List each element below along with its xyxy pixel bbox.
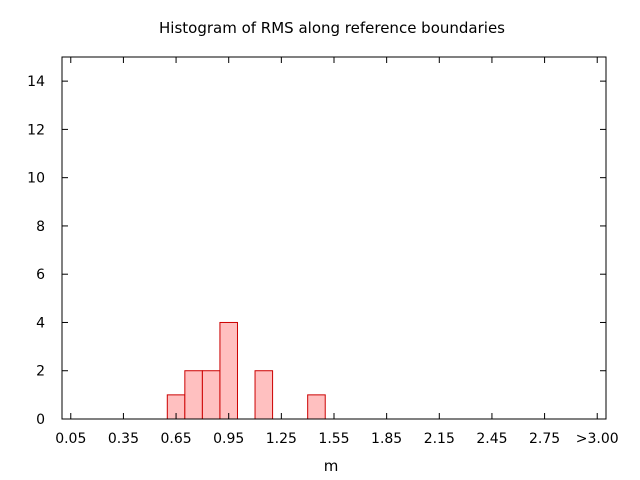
bars-group xyxy=(166,321,326,420)
histogram-bar-4 xyxy=(254,370,274,420)
x-tick-label-7: 2.15 xyxy=(424,431,455,447)
y-tick-label-10: 10 xyxy=(27,171,45,187)
x-tick-label-9: 2.75 xyxy=(529,431,560,447)
axes-group: 0 2 4 6 8 10 12 14 0.05 0.35 0.65 0.95 1.25 1.55 1.85 2… xyxy=(27,56,619,447)
y-tick-label-4: 4 xyxy=(36,315,45,331)
x-tick-label-5: 1.55 xyxy=(318,431,349,447)
y-tick-label-6: 6 xyxy=(36,267,45,283)
chart-title: Histogram of RMS along reference boundar… xyxy=(159,19,505,37)
y-tick-label-14: 14 xyxy=(27,74,45,90)
y-tick-label-8: 8 xyxy=(36,219,45,235)
histogram-bar-1 xyxy=(184,370,203,420)
x-tick-label-3: 0.95 xyxy=(213,431,244,447)
plot-frame xyxy=(61,56,607,420)
x-tick-label-4: 1.25 xyxy=(266,431,297,447)
y-tick-label-2: 2 xyxy=(36,364,45,380)
x-tick-label-2: 0.65 xyxy=(160,431,191,447)
histogram-bar-2 xyxy=(201,370,221,420)
x-tick-label-10: >3.00 xyxy=(576,431,619,447)
histogram-bar-3 xyxy=(219,321,238,420)
y-tick-label-0: 0 xyxy=(36,412,45,428)
histogram-bar-5 xyxy=(307,394,326,420)
x-tick-label-6: 1.85 xyxy=(371,431,402,447)
x-tick-label-0: 0.05 xyxy=(55,431,86,447)
y-tick-label-12: 12 xyxy=(27,122,45,138)
x-tick-label-1: 0.35 xyxy=(108,431,139,447)
x-axis-label: m xyxy=(324,457,339,475)
x-tick-label-8: 2.45 xyxy=(476,431,507,447)
